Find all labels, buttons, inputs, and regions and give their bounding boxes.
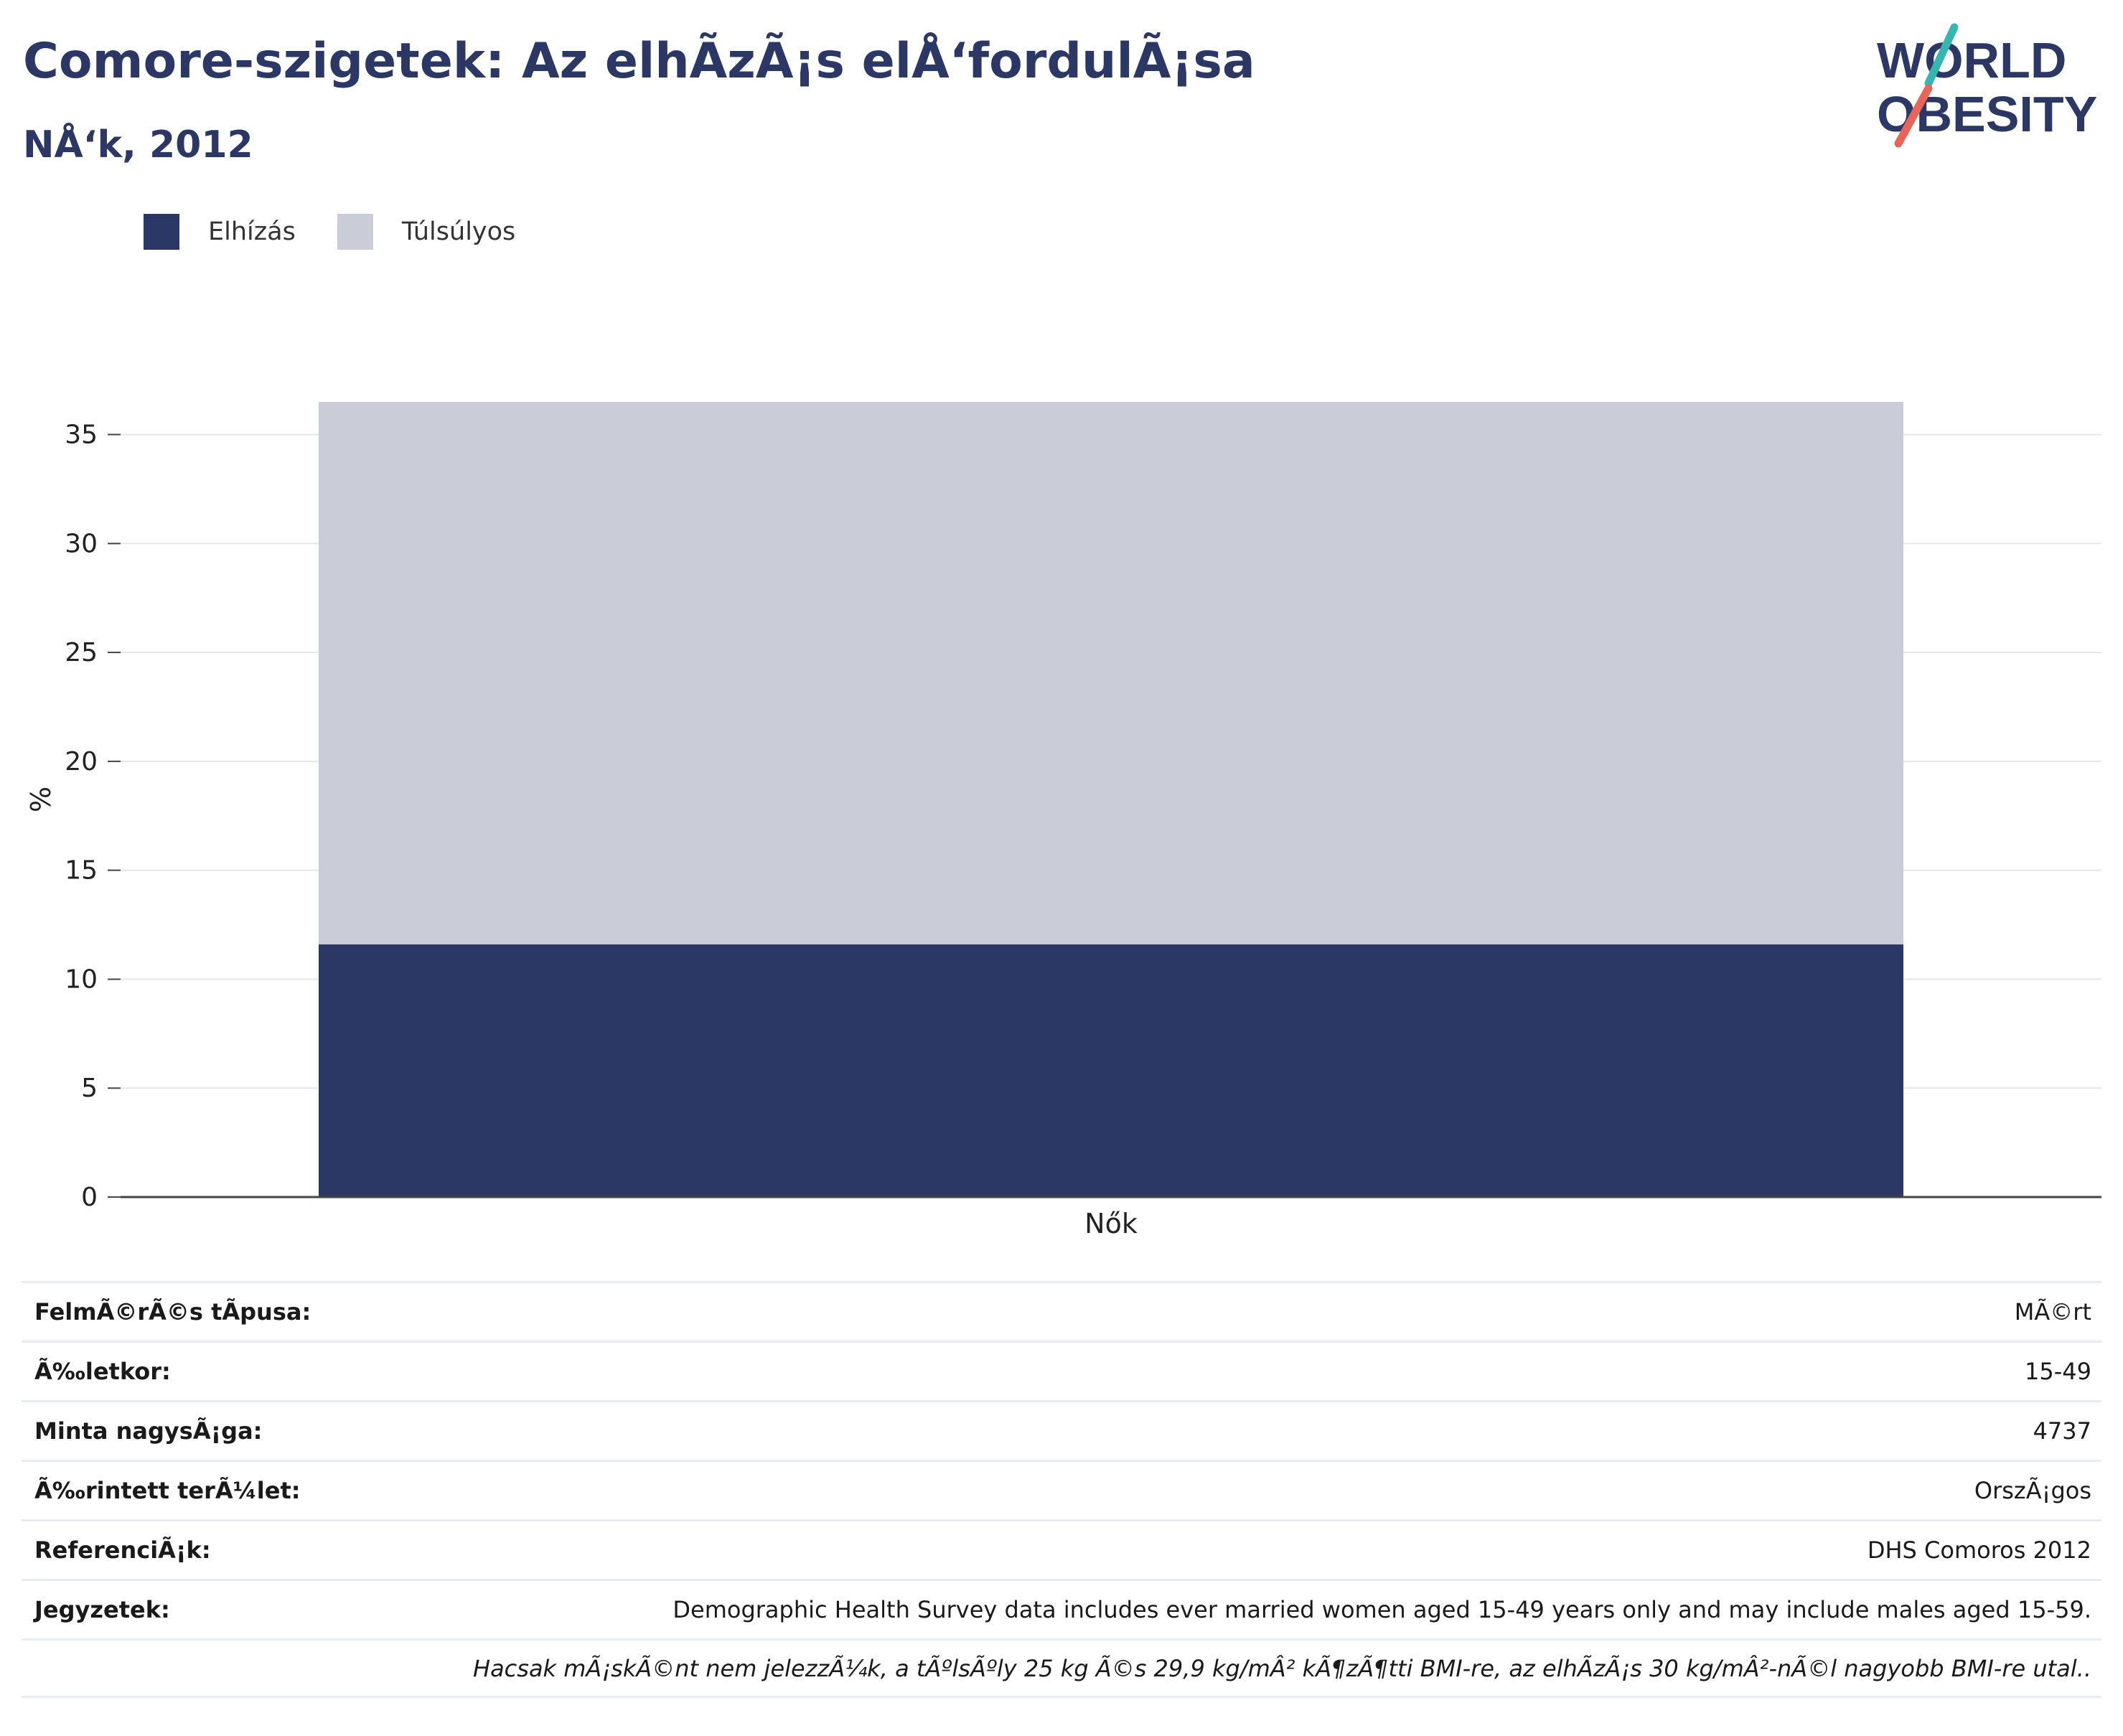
info-label-notes: Jegyzetek: [34,1596,170,1623]
legend-swatch-overweight [337,214,373,250]
info-label-sample-size: Minta nagysÃ¡ga: [34,1417,263,1445]
info-label-references: ReferenciÃ¡k: [34,1536,211,1564]
info-row-survey-type: FelmÃ©rÃ©s tÃpusa: MÃ©rt [22,1281,2101,1341]
info-row-notes: Jegyzetek: Demographic Health Survey dat… [22,1579,2101,1638]
legend-item-obesity[interactable]: Elhízás [144,214,296,250]
info-label-survey-type: FelmÃ©rÃ©s tÃpusa: [34,1298,311,1326]
logo-word-world: WORLD [1877,32,2066,88]
info-value-references: DHS Comoros 2012 [1867,1536,2091,1564]
info-value-area: OrszÃ¡gos [1974,1477,2091,1504]
info-value-survey-type: MÃ©rt [2014,1298,2091,1326]
y-tick-label: 15 [65,856,98,886]
info-value-notes: Demographic Health Survey data includes … [672,1596,2091,1623]
chart-title: Comore-szigetek: Az elhÃzÃ¡s elÅ‘fordulÃ… [23,33,1255,90]
y-tick-label: 5 [81,1074,98,1103]
y-tick-label: 25 [65,638,98,667]
info-value-sample-size: 4737 [2033,1417,2091,1445]
logo-slash-top [1924,23,1959,88]
y-axis-title: % [25,787,57,812]
y-tick-label: 35 [65,421,98,450]
legend-item-overweight[interactable]: Túlsúlyos [337,214,515,250]
chart-subtitle: NÅ‘k, 2012 [23,123,253,166]
info-label-age: Ã‰letkor: [34,1358,171,1385]
bar-segment-obesity [319,944,1903,1197]
info-row-sample-size: Minta nagysÃ¡ga: 4737 [22,1400,2101,1460]
info-footnote: Hacsak mÃ¡skÃ©nt nem jelezzÃ¼k, a tÃºlsÃ… [473,1654,2091,1682]
legend-label-obesity: Elhízás [208,217,296,246]
chart-plot-area: 0 5 10 15 20 25 30 35% Nők [25,402,2101,1239]
chart-legend: Elhízás Túlsúlyos [144,212,557,252]
y-tick-label: 20 [65,747,98,776]
info-row-references: ReferenciÃ¡k: DHS Comoros 2012 [22,1519,2101,1579]
legend-label-overweight: Túlsúlyos [401,217,516,246]
survey-info-table: FelmÃ©rÃ©s tÃpusa: MÃ©rt Ã‰letkor: 15-49… [22,1281,2101,1698]
world-obesity-logo: WORLD OBESITY [1877,23,2097,148]
bar-segment-overweight [319,402,1903,944]
y-tick-label: 0 [81,1183,98,1212]
info-row-footnote: Hacsak mÃ¡skÃ©nt nem jelezzÃ¼k, a tÃºlsÃ… [22,1638,2101,1698]
legend-swatch-obesity [144,214,179,250]
y-tick-label: 10 [65,965,98,994]
info-value-age: 15-49 [2025,1358,2091,1385]
logo-slash-bottom [1894,84,1933,148]
info-row-area: Ã‰rintett terÃ¼let: OrszÃ¡gos [22,1460,2101,1519]
info-label-area: Ã‰rintett terÃ¼let: [34,1477,301,1504]
x-tick-label: Nők [1084,1208,1138,1239]
y-tick-label: 30 [65,529,98,558]
info-row-age: Ã‰letkor: 15-49 [22,1341,2101,1400]
